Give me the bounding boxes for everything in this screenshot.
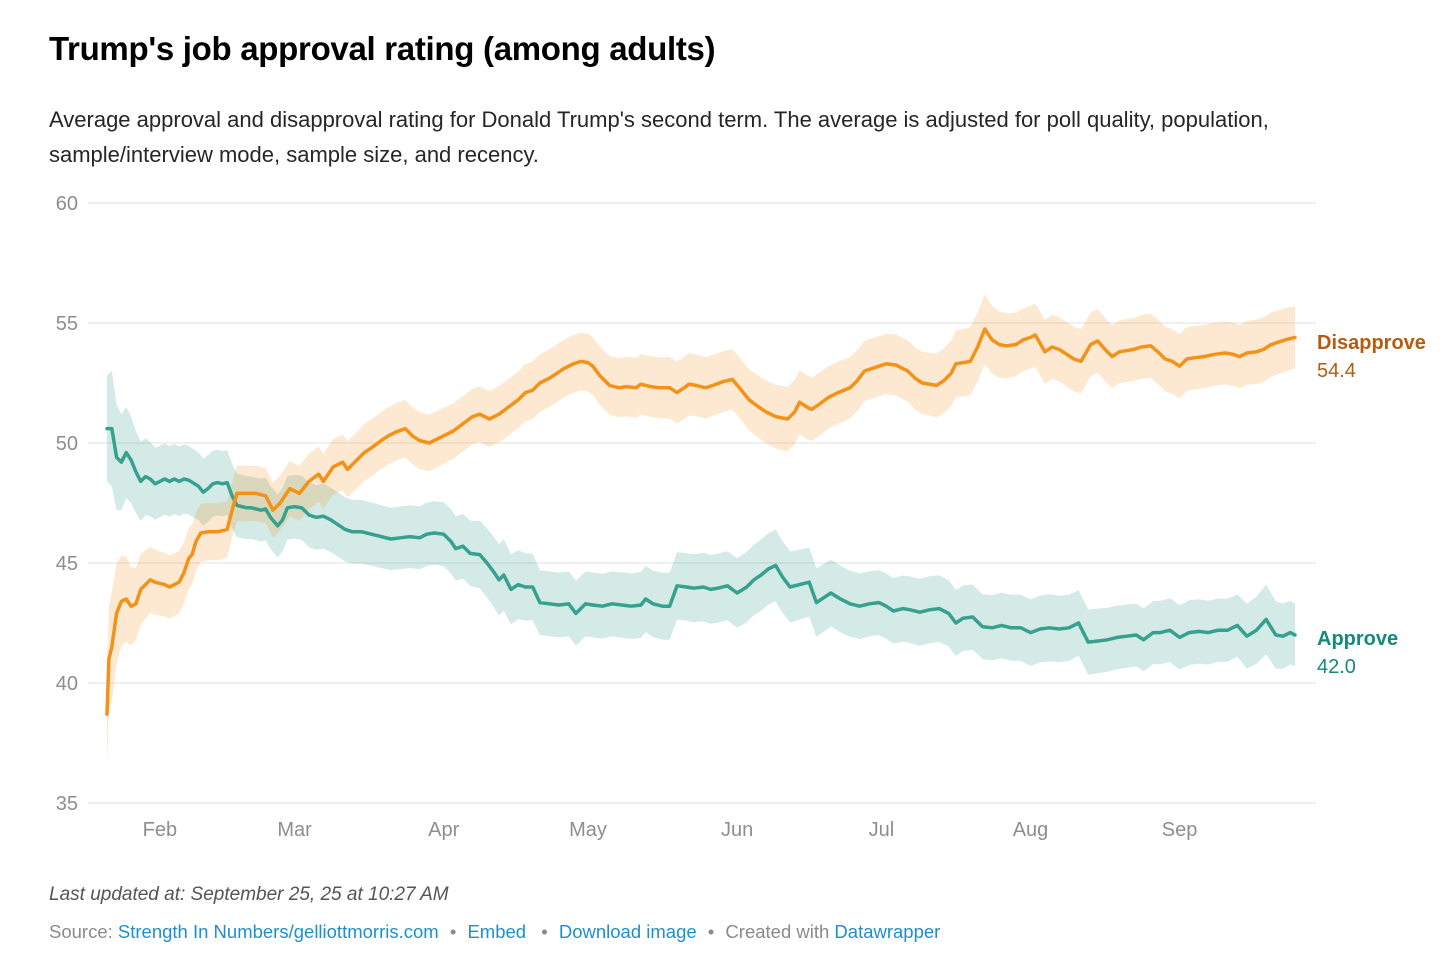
page-title: Trump's job approval rating (among adult… bbox=[49, 30, 716, 67]
source-line: Source: Strength In Numbers/gelliottmorr… bbox=[49, 921, 940, 943]
bullet-separator: • bbox=[541, 921, 548, 942]
series-name-approve: Approve bbox=[1317, 628, 1399, 650]
approval-line-chart: 60 55 50 45 40 35 Feb Mar Apr May Jun Jul Aug Sep bbox=[56, 193, 1316, 841]
series-value-approve: 42.0 bbox=[1317, 656, 1356, 678]
series-name-disapprove: Disapprove bbox=[1317, 332, 1426, 354]
series-line-disapprove bbox=[105, 327, 1297, 716]
x-tick-label: Sep bbox=[1162, 819, 1198, 841]
x-tick-label: Aug bbox=[1013, 819, 1049, 841]
series-band-approve bbox=[107, 371, 1295, 675]
source-label: Source: bbox=[49, 921, 113, 942]
last-updated-note: Last updated at: September 25, 25 at 10:… bbox=[49, 884, 449, 905]
source-link[interactable]: Strength In Numbers/gelliottmorris.com bbox=[117, 921, 439, 942]
bullet-separator: • bbox=[449, 921, 457, 942]
y-tick-label: 40 bbox=[56, 673, 78, 695]
x-tick-label: Mar bbox=[277, 819, 312, 841]
series-label-disapprove: Disapprove 54.4 bbox=[1317, 329, 1426, 385]
x-tick-label: Jun bbox=[721, 819, 753, 841]
y-tick-label: 60 bbox=[56, 193, 78, 215]
y-tick-label: 50 bbox=[56, 433, 78, 455]
x-tick-label: Jul bbox=[869, 819, 895, 841]
y-tick-label: 55 bbox=[56, 313, 78, 335]
embed-link[interactable]: Embed bbox=[467, 921, 527, 942]
y-tick-label: 45 bbox=[56, 553, 78, 575]
series-line-approve bbox=[105, 426, 1297, 644]
x-tick-label: May bbox=[569, 819, 607, 841]
series-value-disapprove: 54.4 bbox=[1317, 360, 1356, 382]
created-with-label: Created with bbox=[725, 921, 830, 942]
series-label-approve: Approve 42.0 bbox=[1317, 625, 1398, 681]
chart-description: Average approval and disapproval rating … bbox=[49, 107, 1269, 167]
series-band-disapprove bbox=[107, 294, 1295, 765]
bullet-separator: • bbox=[707, 921, 715, 942]
download-image-link[interactable]: Download image bbox=[558, 921, 697, 942]
datawrapper-link[interactable]: Datawrapper bbox=[834, 921, 941, 942]
x-tick-label: Feb bbox=[143, 819, 177, 841]
x-tick-label: Apr bbox=[428, 819, 459, 841]
y-tick-label: 35 bbox=[56, 793, 78, 815]
